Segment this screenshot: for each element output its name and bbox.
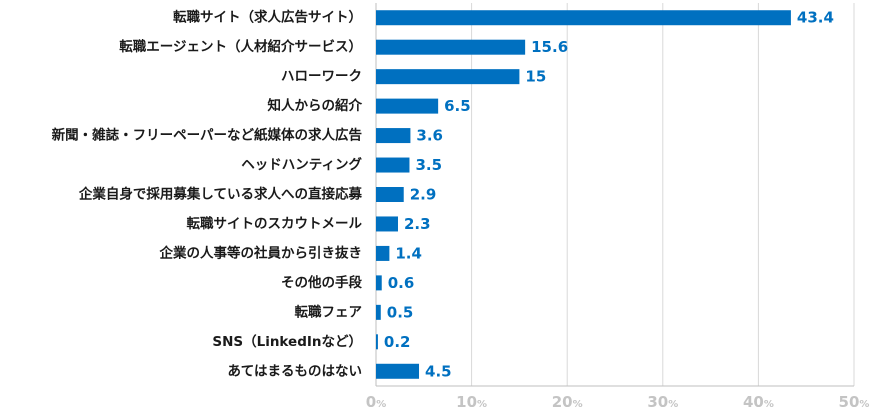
- value-label-5: 3.5: [415, 156, 442, 174]
- category-label-1: 転職エージェント（人材紹介サービス）: [119, 38, 362, 55]
- value-label-0: 43.4: [797, 9, 834, 27]
- value-label-6: 2.9: [410, 186, 437, 204]
- category-label-4: 新聞・雑誌・フリーペーパーなど紙媒体の求人広告: [52, 127, 362, 144]
- category-label-6: 企業自身で採用募集している求人への直接応募: [78, 186, 363, 203]
- gridlines: [375, 3, 855, 387]
- category-label-2: ハローワーク: [281, 69, 362, 85]
- category-label-8: 企業の人事等の社員から引き抜き: [159, 244, 363, 261]
- x-tick-label-3: 30%: [647, 393, 678, 411]
- value-label-10: 0.5: [387, 303, 414, 321]
- category-labels: 転職サイト（求人広告サイト） 転職エージェント（人材紹介サービス） ハローワーク知人…: [52, 9, 363, 380]
- bar-9: [376, 275, 382, 291]
- category-label-11: SNS（LinkedInなど）: [212, 334, 362, 350]
- bar-4: [376, 128, 411, 144]
- value-label-11: 0.2: [384, 333, 411, 351]
- value-label-12: 4.5: [425, 362, 452, 380]
- category-label-12: あてはまるものはない: [228, 363, 362, 379]
- bar-0: [376, 10, 791, 26]
- x-tick-label-2: 20%: [552, 393, 583, 411]
- value-label-1: 15.6: [531, 38, 568, 56]
- bar-11: [376, 334, 378, 350]
- bar-8: [376, 245, 390, 261]
- bar-12: [376, 363, 420, 379]
- x-tick-label-1: 10%: [456, 393, 487, 411]
- category-label-10: 転職フェア: [295, 303, 363, 320]
- x-axis-ticks: 0% 10% 20% 30% 40% 50%: [366, 393, 870, 411]
- value-label-9: 0.6: [388, 274, 415, 292]
- bar-1: [376, 39, 526, 55]
- value-label-4: 3.6: [416, 127, 443, 145]
- bar-3: [376, 98, 439, 114]
- bar-7: [376, 216, 398, 232]
- bars: [376, 10, 791, 379]
- value-label-2: 15: [525, 68, 546, 86]
- bar-6: [376, 187, 404, 202]
- x-tick-label-4: 40%: [743, 393, 774, 411]
- category-label-3: 知人からの紹介: [268, 97, 363, 114]
- value-labels: 43.4 15.6 15 6.53.6 3.5 2.9 2.3 1.4 0.6 0.5 0.2 4.5: [384, 9, 834, 381]
- value-label-3: 6.5: [444, 97, 471, 115]
- category-label-5: ヘッドハンティング: [241, 156, 362, 173]
- value-label-8: 1.4: [395, 244, 422, 262]
- x-tick-label-0: 0%: [366, 393, 386, 411]
- category-label-7: 転職サイトのスカウトメール: [187, 215, 363, 232]
- value-label-7: 2.3: [404, 215, 431, 233]
- x-tick-label-5: 50%: [839, 393, 870, 411]
- bar-10: [376, 304, 381, 320]
- category-label-9: その他の手段: [281, 274, 362, 291]
- category-label-0: 転職サイト（求人広告サイト）: [173, 9, 362, 26]
- bar-5: [376, 157, 410, 173]
- bar-2: [376, 69, 520, 85]
